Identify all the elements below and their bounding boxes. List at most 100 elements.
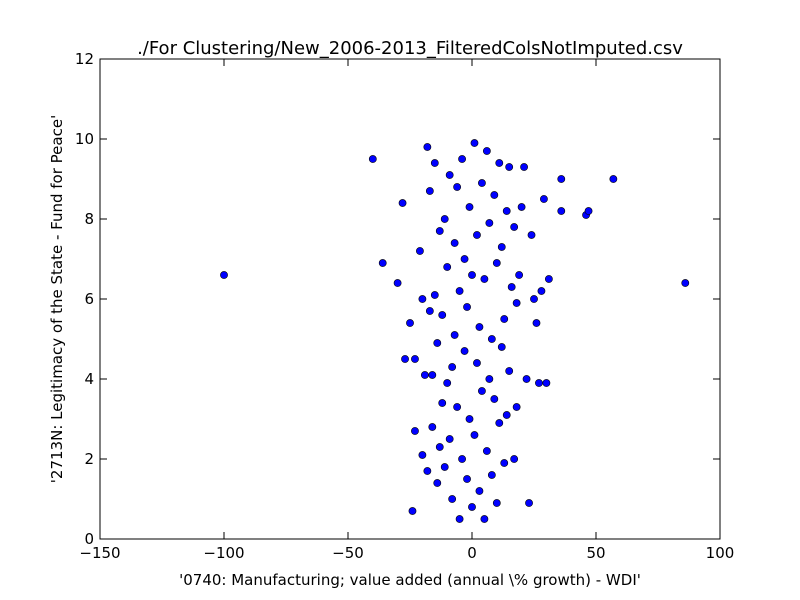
data-point bbox=[450, 239, 459, 247]
data-point bbox=[475, 487, 484, 495]
data-point bbox=[490, 191, 499, 199]
data-point bbox=[428, 423, 437, 431]
data-point bbox=[530, 295, 538, 303]
data-point bbox=[473, 359, 481, 367]
data-point bbox=[507, 283, 516, 291]
data-point bbox=[438, 399, 447, 407]
data-point bbox=[445, 171, 454, 179]
data-point bbox=[438, 311, 447, 319]
data-point bbox=[500, 315, 509, 323]
x-tick-label: 50 bbox=[586, 544, 605, 562]
data-point bbox=[458, 455, 466, 463]
data-point bbox=[542, 379, 551, 387]
data-point bbox=[418, 451, 427, 459]
data-point bbox=[532, 319, 541, 327]
data-point bbox=[435, 443, 444, 451]
data-point bbox=[527, 231, 536, 239]
data-point bbox=[512, 299, 521, 307]
data-point bbox=[485, 375, 494, 383]
y-tick-label: 4 bbox=[84, 370, 94, 388]
data-point bbox=[468, 503, 476, 511]
data-point bbox=[418, 295, 427, 303]
data-point bbox=[480, 275, 489, 283]
plot-frame bbox=[99, 58, 721, 540]
data-point bbox=[609, 175, 618, 183]
data-point bbox=[465, 415, 474, 423]
data-point bbox=[584, 207, 593, 215]
data-point bbox=[450, 331, 459, 339]
data-point bbox=[470, 431, 479, 439]
data-point bbox=[420, 371, 429, 379]
data-point bbox=[468, 271, 476, 279]
data-point bbox=[445, 435, 454, 443]
data-point bbox=[495, 419, 504, 427]
data-point bbox=[500, 459, 509, 467]
axis-ticks: −150 −100 −50 0 50 100 0 2 4 6 8 10 12 bbox=[75, 50, 734, 562]
data-point bbox=[425, 307, 434, 315]
data-point bbox=[455, 287, 464, 295]
x-tick-label: −100 bbox=[203, 544, 244, 562]
data-point bbox=[520, 163, 528, 171]
y-tick-label: 0 bbox=[84, 530, 94, 548]
x-tick-label: 100 bbox=[706, 544, 735, 562]
data-point bbox=[433, 479, 442, 487]
data-point bbox=[535, 379, 543, 387]
data-point bbox=[490, 395, 499, 403]
data-point bbox=[220, 271, 228, 279]
data-point bbox=[497, 243, 506, 251]
data-point bbox=[398, 199, 407, 207]
data-point bbox=[487, 335, 496, 343]
data-point bbox=[453, 183, 462, 191]
data-point bbox=[515, 271, 524, 279]
y-tick-label: 2 bbox=[84, 450, 94, 468]
data-point bbox=[443, 379, 452, 387]
data-point bbox=[440, 463, 449, 471]
data-point bbox=[517, 203, 526, 211]
data-point bbox=[430, 291, 439, 299]
data-point bbox=[448, 495, 457, 503]
y-tick-label: 6 bbox=[84, 290, 94, 308]
data-point bbox=[406, 319, 414, 327]
data-point bbox=[430, 159, 439, 167]
data-point bbox=[544, 275, 553, 283]
data-point bbox=[423, 467, 432, 475]
data-point bbox=[470, 139, 479, 147]
data-point bbox=[478, 387, 486, 395]
data-point bbox=[433, 339, 442, 347]
data-point bbox=[473, 231, 481, 239]
data-point bbox=[537, 287, 546, 295]
data-point bbox=[557, 175, 566, 183]
data-point bbox=[458, 155, 466, 163]
data-point bbox=[408, 507, 417, 515]
data-point bbox=[465, 203, 474, 211]
data-point bbox=[505, 163, 514, 171]
data-point bbox=[393, 279, 402, 287]
data-point bbox=[512, 403, 521, 411]
data-point bbox=[485, 219, 494, 227]
data-point bbox=[460, 347, 469, 355]
data-point bbox=[681, 279, 690, 287]
data-point bbox=[435, 227, 444, 235]
data-point bbox=[428, 371, 437, 379]
data-point bbox=[487, 471, 496, 479]
data-point bbox=[411, 427, 419, 435]
data-point bbox=[448, 363, 457, 371]
data-point bbox=[492, 259, 501, 267]
data-point bbox=[495, 159, 504, 167]
chart-title: ./For Clustering/New_2006-2013_FilteredC… bbox=[137, 38, 683, 59]
data-point bbox=[443, 263, 452, 271]
data-point bbox=[455, 515, 464, 523]
data-point bbox=[497, 343, 506, 351]
data-point bbox=[453, 403, 462, 411]
data-point bbox=[368, 155, 377, 163]
data-point bbox=[416, 247, 424, 255]
data-points bbox=[220, 139, 690, 523]
data-point bbox=[440, 215, 449, 223]
data-point bbox=[505, 367, 514, 375]
data-point bbox=[463, 303, 471, 311]
data-point bbox=[480, 515, 489, 523]
y-tick-label: 12 bbox=[75, 50, 94, 68]
data-point bbox=[502, 411, 511, 419]
data-point bbox=[557, 207, 566, 215]
